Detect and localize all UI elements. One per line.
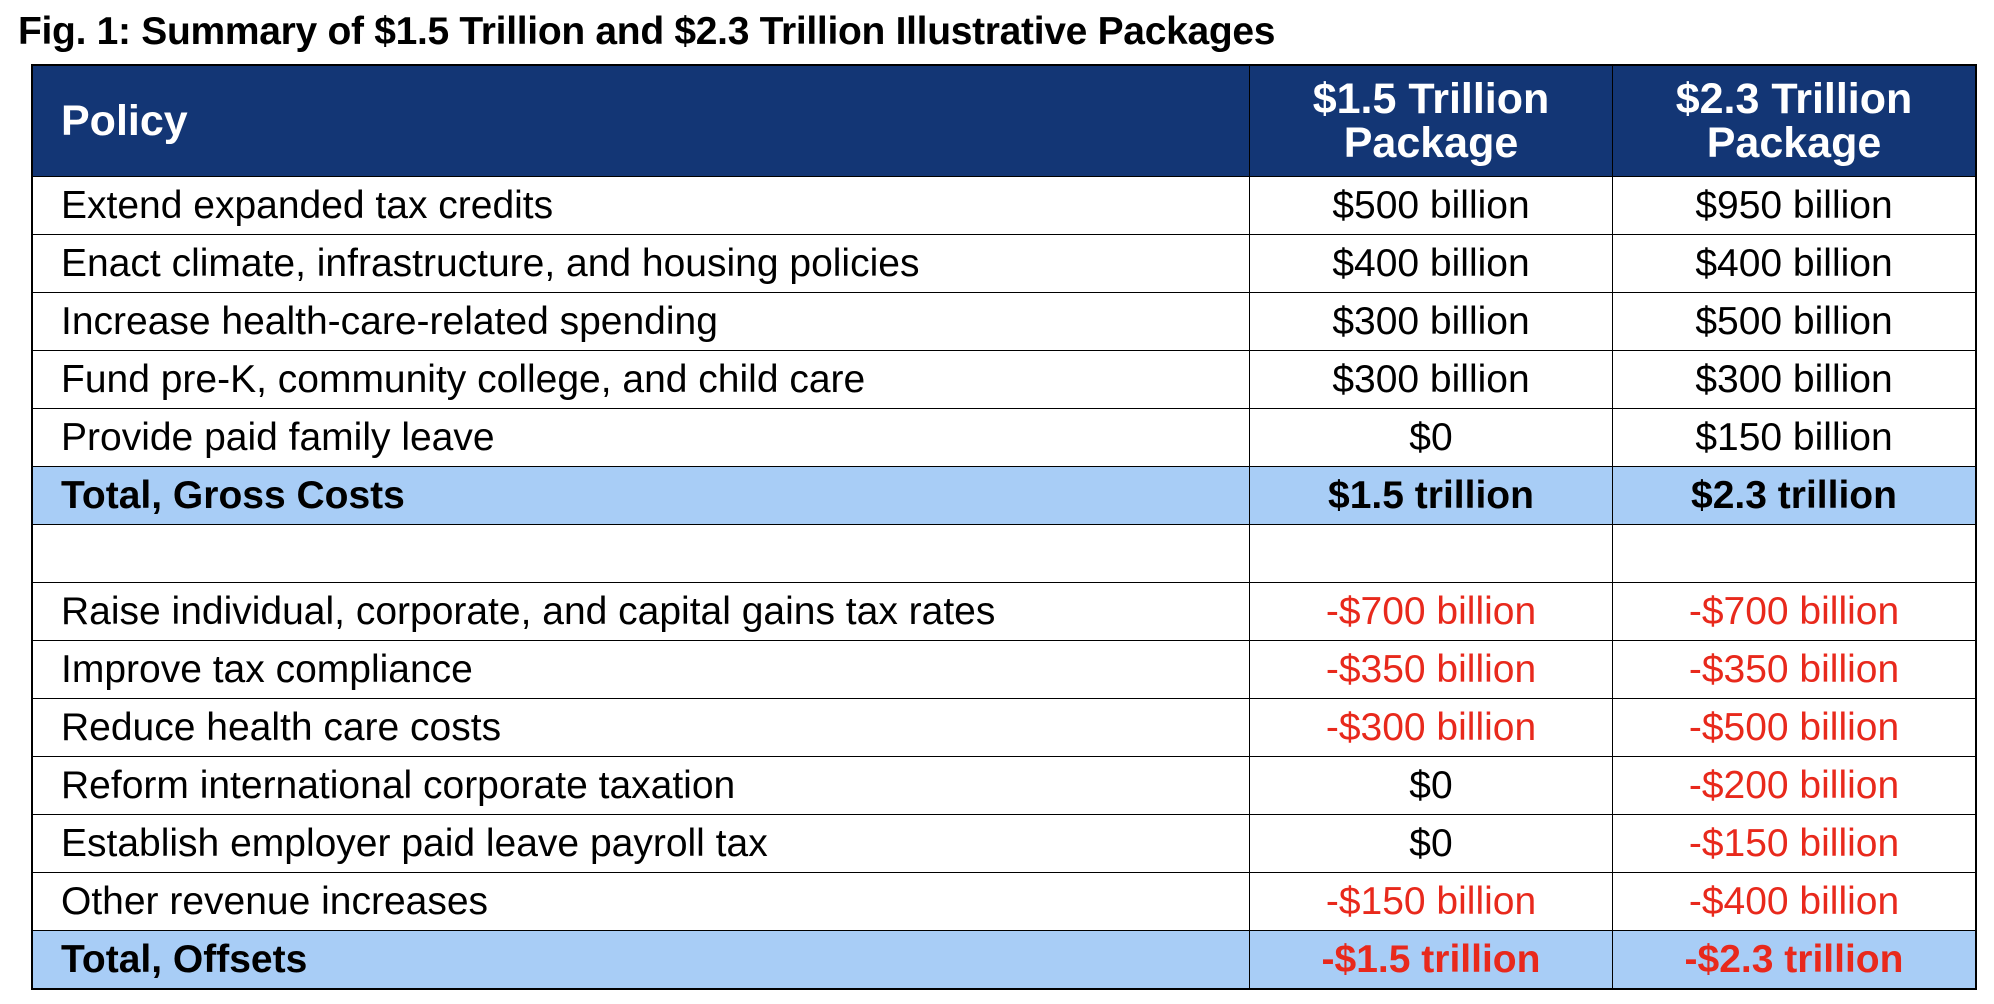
- value-2-3-trillion: -$2.3 trillion: [1612, 930, 1977, 990]
- table-row: Fund pre-K, community college, and child…: [31, 350, 1977, 409]
- value-2-3-trillion: $950 billion: [1612, 176, 1977, 235]
- table-row: Reform international corporate taxation $…: [31, 756, 1977, 815]
- policy-cell: Improve tax compliance: [31, 640, 1250, 699]
- value-2-3-trillion: -$700 billion: [1612, 582, 1977, 641]
- policy-cell: Fund pre-K, community college, and child…: [31, 350, 1250, 409]
- total-row: Total, Gross Costs $1.5 trillion $2.3 tril…: [31, 466, 1977, 525]
- value-2-3-trillion: [1612, 524, 1977, 583]
- table-row: Raise individual, corporate, and capital…: [31, 582, 1977, 641]
- header-row: Policy $1.5 Trillion Package $2.3 Trilli…: [31, 64, 1977, 177]
- value-2-3-trillion: $150 billion: [1612, 408, 1977, 467]
- value-1-5-trillion: -$350 billion: [1249, 640, 1613, 699]
- table-row: Improve tax compliance -$350 billion -$350…: [31, 640, 1977, 699]
- table-row: Reduce health care costs -$300 billion -$5…: [31, 698, 1977, 757]
- value-2-3-trillion: $400 billion: [1612, 234, 1977, 293]
- policy-cell: Establish employer paid leave payroll ta…: [31, 814, 1250, 873]
- value-1-5-trillion: $400 billion: [1249, 234, 1613, 293]
- total-row: Total, Offsets -$1.5 trillion -$2.3 trilli…: [31, 930, 1977, 990]
- table-row: Establish employer paid leave payroll ta…: [31, 814, 1977, 873]
- value-2-3-trillion: -$400 billion: [1612, 872, 1977, 931]
- summary-table: Policy $1.5 Trillion Package $2.3 Trilli…: [31, 64, 1977, 990]
- policy-cell: Other revenue increases: [31, 872, 1250, 931]
- value-2-3-trillion: -$150 billion: [1612, 814, 1977, 873]
- value-1-5-trillion: $1.5 trillion: [1249, 466, 1613, 525]
- policy-cell: Total, Offsets: [31, 930, 1250, 990]
- value-1-5-trillion: $300 billion: [1249, 350, 1613, 409]
- table-row: Other revenue increases -$150 billion -$40…: [31, 872, 1977, 931]
- policy-cell: Raise individual, corporate, and capital…: [31, 582, 1250, 641]
- value-1-5-trillion: $0: [1249, 756, 1613, 815]
- table-row: Provide paid family leave $0 $150 billion: [31, 408, 1977, 467]
- header-policy: Policy: [31, 64, 1250, 177]
- header-1-5-trillion: $1.5 Trillion Package: [1249, 64, 1613, 177]
- policy-cell: Extend expanded tax credits: [31, 176, 1250, 235]
- policy-cell: Total, Gross Costs: [31, 466, 1250, 525]
- value-2-3-trillion: $300 billion: [1612, 350, 1977, 409]
- value-1-5-trillion: -$150 billion: [1249, 872, 1613, 931]
- table-row: [31, 524, 1977, 583]
- policy-cell: Reform international corporate taxation: [31, 756, 1250, 815]
- value-1-5-trillion: -$1.5 trillion: [1249, 930, 1613, 990]
- table-row: Enact climate, infrastructure, and housi…: [31, 234, 1977, 293]
- value-1-5-trillion: -$300 billion: [1249, 698, 1613, 757]
- policy-cell: Increase health-care-related spending: [31, 292, 1250, 351]
- value-2-3-trillion: -$500 billion: [1612, 698, 1977, 757]
- policy-cell: [31, 524, 1250, 583]
- header-2-3-trillion: $2.3 Trillion Package: [1612, 64, 1977, 177]
- value-1-5-trillion: $300 billion: [1249, 292, 1613, 351]
- value-2-3-trillion: -$350 billion: [1612, 640, 1977, 699]
- value-2-3-trillion: $500 billion: [1612, 292, 1977, 351]
- table-row: Increase health-care-related spending $30…: [31, 292, 1977, 351]
- policy-cell: Enact climate, infrastructure, and housi…: [31, 234, 1250, 293]
- figure-title: Fig. 1: Summary of $1.5 Trillion and $2.…: [18, 10, 1276, 53]
- value-1-5-trillion: $0: [1249, 408, 1613, 467]
- value-1-5-trillion: -$700 billion: [1249, 582, 1613, 641]
- policy-cell: Reduce health care costs: [31, 698, 1250, 757]
- value-1-5-trillion: [1249, 524, 1613, 583]
- policy-cell: Provide paid family leave: [31, 408, 1250, 467]
- value-2-3-trillion: $2.3 trillion: [1612, 466, 1977, 525]
- value-2-3-trillion: -$200 billion: [1612, 756, 1977, 815]
- value-1-5-trillion: $0: [1249, 814, 1613, 873]
- table-row: Extend expanded tax credits $500 billion $…: [31, 176, 1977, 235]
- value-1-5-trillion: $500 billion: [1249, 176, 1613, 235]
